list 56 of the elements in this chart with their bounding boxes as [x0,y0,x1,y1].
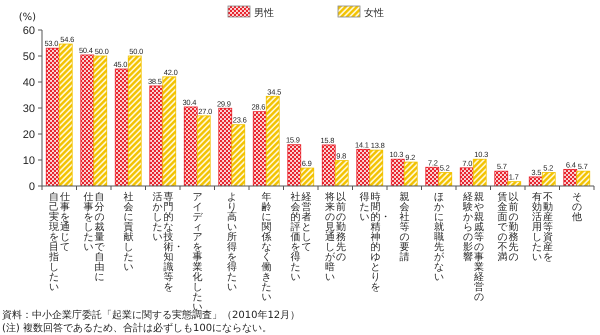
category-label: 自分の裁量で自由に仕事をしたい [83,192,104,283]
bar [425,166,440,186]
bar [369,150,384,186]
y-tick-label: 50 [22,51,35,63]
x-tick-label: その他 [572,192,582,223]
bar [494,170,508,186]
bar [184,106,198,186]
bar [149,86,164,186]
bar [438,172,452,186]
bar [218,108,232,186]
y-tick-label: 20 [22,129,35,141]
category-label: 親や親戚等の事業経営の経験からの影響 [462,192,484,303]
legend-label: 男性 [254,7,274,19]
bar [542,172,556,186]
bar [287,144,302,186]
y-tick-label: 40 [22,77,35,89]
category-label: 時間的・精神的ゆとりを得たい [359,192,390,293]
category-label: 仕事を通じて自己実現を目指したい [48,192,70,293]
bar [196,115,211,186]
bar [114,68,129,186]
bar [300,168,314,186]
category-label: 以前の勤務先の賃金面での不満 [497,192,518,263]
category-label: 専門的な技術・知識等を活かしたい [152,192,184,293]
category-label: ほかに就職先がない [434,192,444,283]
bar [334,160,349,186]
y-tick-label: 60 [22,25,35,37]
category-label: 不動産等資産を有効活用したい [532,192,553,263]
y-tick-label: 0 [28,181,35,193]
text: 資料：中小企業庁委託「起業に関する実態調査」（2010年12月） [2,309,300,321]
bar [576,170,590,186]
bar [231,124,246,186]
bar [128,56,142,186]
bar [93,56,108,186]
bar [80,54,94,186]
bar [162,76,176,186]
category-label: 経営者として社会的評価を得たい [290,192,312,283]
bar [58,44,73,186]
y-tick-label: 10 [22,155,35,167]
category-label: 年齢に関係なく働きたい [261,192,272,303]
x-tick-label: 親会社等の要請 [399,192,410,263]
bar [266,96,280,186]
y-tick-label: 30 [22,103,35,115]
bar [404,162,418,186]
bar [356,148,370,186]
y-axis-title: (%) [18,12,36,23]
text: (注) 複数回答であるため、合計は必ずしも100にならない。 [2,322,272,334]
bar [390,158,405,186]
bar [563,168,578,186]
x-tick-label: 社会に貢献したい [123,192,134,273]
bar [322,144,336,186]
category-label: 以前の勤務先の将来の見通しが暗い [324,192,346,283]
legend-label: 女性 [364,7,384,19]
bar [472,158,487,186]
bar [46,48,60,186]
bar [252,111,267,186]
category-label: より高い所得を得たい [226,192,237,293]
